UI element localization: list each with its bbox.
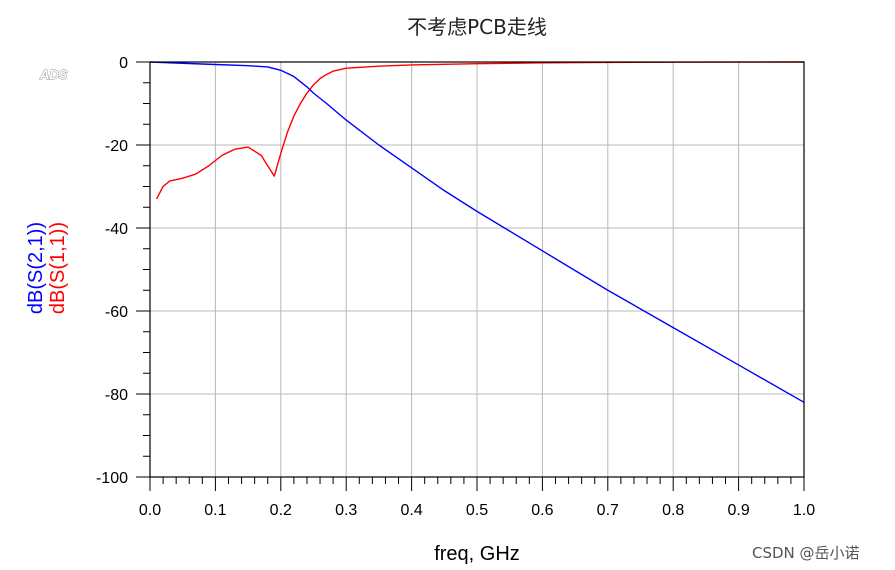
x-tick-label: 0.5 [466,502,488,519]
y-axis-label-s21: dB(S(2,1)) [25,222,47,314]
series-line-s11 [155,61,805,200]
x-tick-label: 0.3 [335,502,357,519]
x-tick-label: 0.0 [139,502,161,519]
x-tick-label: 0.9 [727,502,749,519]
y-tick-label: -80 [105,387,128,404]
x-tick-label: 0.7 [597,502,619,519]
watermark: CSDN @岳小诺 [752,544,860,562]
y-tick-label: -40 [105,221,128,238]
series-line-s21 [149,61,805,403]
y-tick-label: -20 [105,138,128,155]
x-tick-label: 0.1 [204,502,226,519]
y-axis-label-s11: dB(S(1,1)) [47,222,69,314]
y-tick-label: -100 [96,470,128,487]
x-tick-label: 0.8 [662,502,684,519]
x-tick-label: 0.4 [400,502,422,519]
x-tick-label: 0.6 [531,502,553,519]
axis-ticks: 0.0 0.1 0.2 0.3 0.4 0.5 0.6 0.7 0.8 0.9 1.0 0 -20 -40… [96,55,815,519]
chart-title: 不考虑PCB走线 [407,15,547,39]
ads-logo: ADS [39,67,68,82]
grid [150,62,804,477]
y-tick-label: 0 [119,55,128,72]
y-tick-label: -60 [105,304,128,321]
plot-area [149,61,805,403]
x-tick-label: 1.0 [793,502,815,519]
x-tick-label: 0.2 [270,502,292,519]
x-axis-label: freq, GHz [434,543,520,565]
